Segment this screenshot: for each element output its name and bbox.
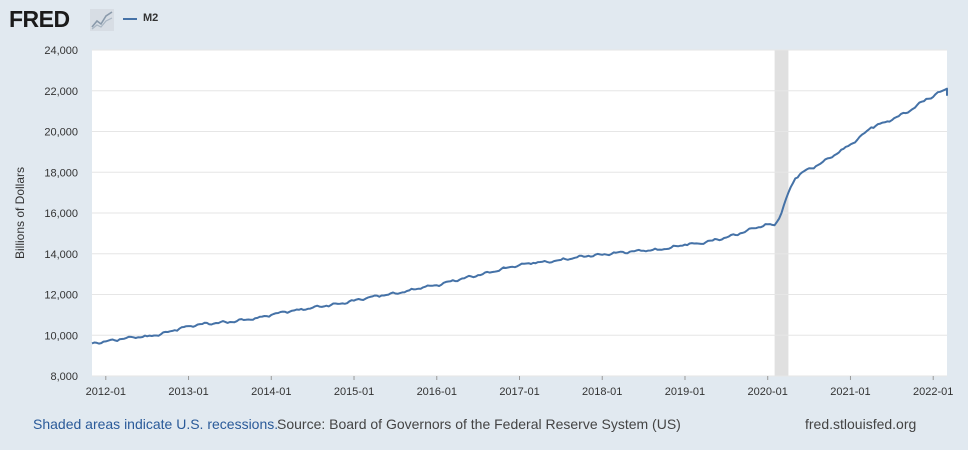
x-tick-label: 2017-01 <box>499 386 539 398</box>
fred-logo[interactable]: FRED <box>9 6 70 32</box>
x-tick-label: 2014-01 <box>251 386 291 398</box>
series-line-m2[interactable] <box>91 87 948 345</box>
y-tick-label: 24,000 <box>44 45 78 57</box>
y-tick-label: 8,000 <box>50 371 78 383</box>
y-tick-label: 14,000 <box>44 249 78 261</box>
x-tick-label: 2021-01 <box>830 386 870 398</box>
source-text: Source: Board of Governors of the Federa… <box>277 416 681 432</box>
recession-note-link[interactable]: Shaded areas indicate U.S. recessions. <box>33 416 279 432</box>
x-tick-label: 2018-01 <box>582 386 622 398</box>
x-tick-label: 2016-01 <box>417 386 457 398</box>
y-tick-label: 20,000 <box>44 127 78 139</box>
x-tick-label: 2012-01 <box>86 386 126 398</box>
y-axis-title: Billions of Dollars <box>13 167 27 259</box>
legend-label-m2[interactable]: M2 <box>143 12 159 24</box>
footer: Shaded areas indicate U.S. recessions. S… <box>0 414 968 436</box>
y-tick-label: 18,000 <box>44 167 78 179</box>
y-tick-label: 10,000 <box>44 330 78 342</box>
site-url[interactable]: fred.stlouisfed.org <box>805 416 917 432</box>
x-tick-label: 2013-01 <box>168 386 208 398</box>
x-tick-label: 2015-01 <box>334 386 374 398</box>
trend-chart-icon <box>90 9 114 31</box>
chart-header: FRED M2 <box>0 0 968 40</box>
x-tick-label: 2020-01 <box>748 386 788 398</box>
y-tick-label: 22,000 <box>44 86 78 98</box>
chart: 8,000 10,000 12,000 14,000 16,000 18,000 20,00… <box>13 45 953 398</box>
y-tick-label: 16,000 <box>44 208 78 220</box>
legend-swatch-m2 <box>123 18 137 20</box>
x-tick-label: 2022-01 <box>913 386 953 398</box>
y-tick-label: 12,000 <box>44 290 78 302</box>
x-tick-label: 2019-01 <box>665 386 705 398</box>
